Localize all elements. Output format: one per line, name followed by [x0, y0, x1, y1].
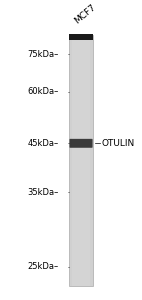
Text: OTULIN: OTULIN [102, 139, 135, 148]
Text: MCF7: MCF7 [73, 2, 98, 26]
Text: 25kDa–: 25kDa– [28, 262, 59, 272]
Text: 75kDa–: 75kDa– [28, 50, 59, 59]
Text: 35kDa–: 35kDa– [28, 188, 59, 197]
Text: 45kDa–: 45kDa– [28, 139, 59, 148]
Bar [69, 35, 93, 286]
Bar [72, 35, 90, 286]
Text: 60kDa–: 60kDa– [28, 87, 59, 96]
FancyBboxPatch shape [69, 139, 93, 148]
Bar [69, 34, 93, 40]
